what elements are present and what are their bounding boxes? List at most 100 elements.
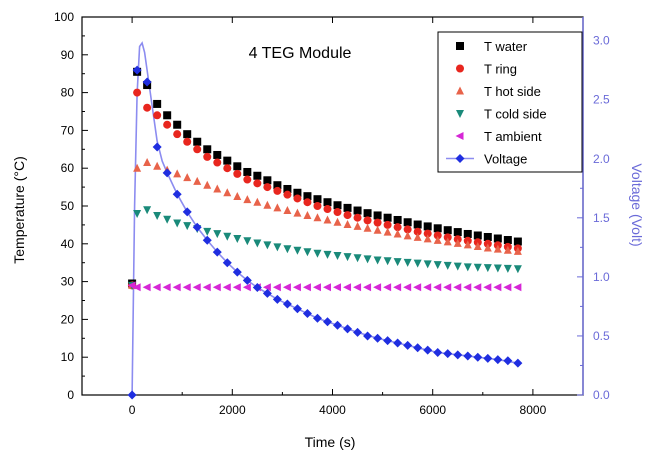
- point-voltage: [433, 347, 443, 357]
- point-t-hot-side: [143, 158, 152, 167]
- legend-marker-t-cold-side: [456, 110, 464, 118]
- point-t-hot-side: [133, 163, 142, 172]
- point-t-ambient: [152, 283, 161, 292]
- y2-tick-label: 2.5: [593, 93, 610, 107]
- point-t-hot-side: [473, 241, 482, 250]
- point-t-cold-side: [493, 264, 502, 273]
- point-t-ring: [423, 229, 432, 238]
- point-t-hot-side: [153, 161, 162, 170]
- point-voltage: [212, 247, 222, 257]
- point-t-ring: [193, 145, 202, 154]
- point-t-ring: [243, 175, 252, 184]
- point-t-ambient: [383, 283, 392, 292]
- point-t-hot-side: [223, 188, 232, 197]
- point-t-water: [183, 130, 192, 139]
- point-t-ambient: [142, 283, 151, 292]
- y2-tick-label: 1.0: [593, 270, 610, 284]
- point-t-ring: [343, 211, 352, 220]
- point-t-cold-side: [343, 253, 352, 262]
- point-t-cold-side: [243, 237, 252, 246]
- point-t-hot-side: [393, 229, 402, 238]
- point-t-hot-side: [233, 192, 242, 201]
- point-t-ambient: [182, 283, 191, 292]
- point-t-ring: [213, 158, 222, 167]
- legend-marker-voltage: [455, 154, 465, 163]
- point-t-cold-side: [443, 261, 452, 270]
- point-t-ambient: [403, 283, 412, 292]
- point-t-ambient: [132, 283, 141, 292]
- point-t-ring: [283, 190, 292, 199]
- legend-label-t-ambient: T ambient: [484, 129, 542, 144]
- point-voltage: [252, 283, 262, 293]
- point-t-ambient: [333, 283, 342, 292]
- point-voltage: [483, 353, 493, 363]
- y-tick-label: 100: [54, 10, 74, 24]
- point-t-ambient: [373, 283, 382, 292]
- point-t-cold-side: [133, 210, 142, 219]
- y2-tick-label: 1.5: [593, 211, 610, 225]
- point-t-cold-side: [293, 246, 302, 255]
- point-voltage: [202, 235, 212, 245]
- point-t-hot-side: [513, 246, 522, 255]
- point-t-cold-side: [273, 243, 282, 252]
- point-t-cold-side: [213, 230, 222, 239]
- legend-marker-t-ring: [456, 64, 464, 73]
- point-t-hot-side: [463, 240, 472, 249]
- point-t-cold-side: [353, 254, 362, 263]
- y2-tick-label: 0.0: [593, 388, 610, 402]
- point-t-water: [463, 229, 472, 238]
- point-voltage: [493, 355, 503, 365]
- point-t-ring: [433, 231, 442, 240]
- point-t-cold-side: [233, 235, 242, 244]
- point-voltage: [322, 317, 332, 327]
- point-t-cold-side: [163, 215, 172, 224]
- point-t-water: [153, 99, 162, 108]
- point-t-water: [503, 236, 512, 245]
- point-t-ring: [413, 227, 422, 236]
- point-t-hot-side: [433, 235, 442, 244]
- point-t-ambient: [272, 283, 281, 292]
- point-voltage: [292, 304, 302, 314]
- point-t-ring: [183, 137, 192, 146]
- point-t-ambient: [423, 283, 432, 292]
- point-voltage: [423, 345, 433, 355]
- point-t-water: [433, 224, 442, 233]
- point-t-hot-side: [333, 217, 342, 226]
- point-voltage: [242, 275, 252, 285]
- point-t-water: [233, 162, 242, 171]
- point-t-ring: [253, 179, 262, 188]
- point-voltage: [463, 351, 473, 361]
- x-tick-label: 8000: [520, 403, 547, 417]
- point-t-water: [163, 111, 172, 120]
- y-axis-label: Temperature (°C): [11, 156, 27, 264]
- point-t-ambient: [222, 283, 231, 292]
- point-voltage: [232, 267, 242, 277]
- point-voltage: [282, 299, 292, 309]
- point-t-ring: [403, 225, 412, 234]
- y-tick-label: 70: [61, 123, 75, 137]
- point-t-ambient: [493, 283, 502, 292]
- y-tick-label: 20: [61, 312, 75, 326]
- point-t-hot-side: [203, 180, 212, 189]
- point-t-ambient: [322, 283, 331, 292]
- point-t-ambient: [292, 283, 301, 292]
- point-voltage: [393, 338, 403, 348]
- point-voltage: [222, 258, 232, 268]
- point-t-hot-side: [273, 203, 282, 212]
- point-t-cold-side: [313, 249, 322, 258]
- y-tick-label: 90: [61, 48, 75, 62]
- point-t-ring: [443, 233, 452, 242]
- point-t-water: [303, 192, 312, 201]
- point-voltage: [312, 313, 322, 323]
- point-t-ring: [203, 152, 212, 161]
- point-t-water: [343, 203, 352, 212]
- point-voltage: [302, 308, 312, 318]
- point-t-hot-side: [193, 176, 202, 185]
- point-voltage: [513, 358, 523, 368]
- point-t-ambient: [473, 283, 482, 292]
- y-tick-label: 80: [61, 86, 75, 100]
- point-t-hot-side: [243, 195, 252, 204]
- point-t-hot-side: [353, 221, 362, 230]
- point-t-water: [333, 201, 342, 210]
- point-t-ambient: [413, 283, 422, 292]
